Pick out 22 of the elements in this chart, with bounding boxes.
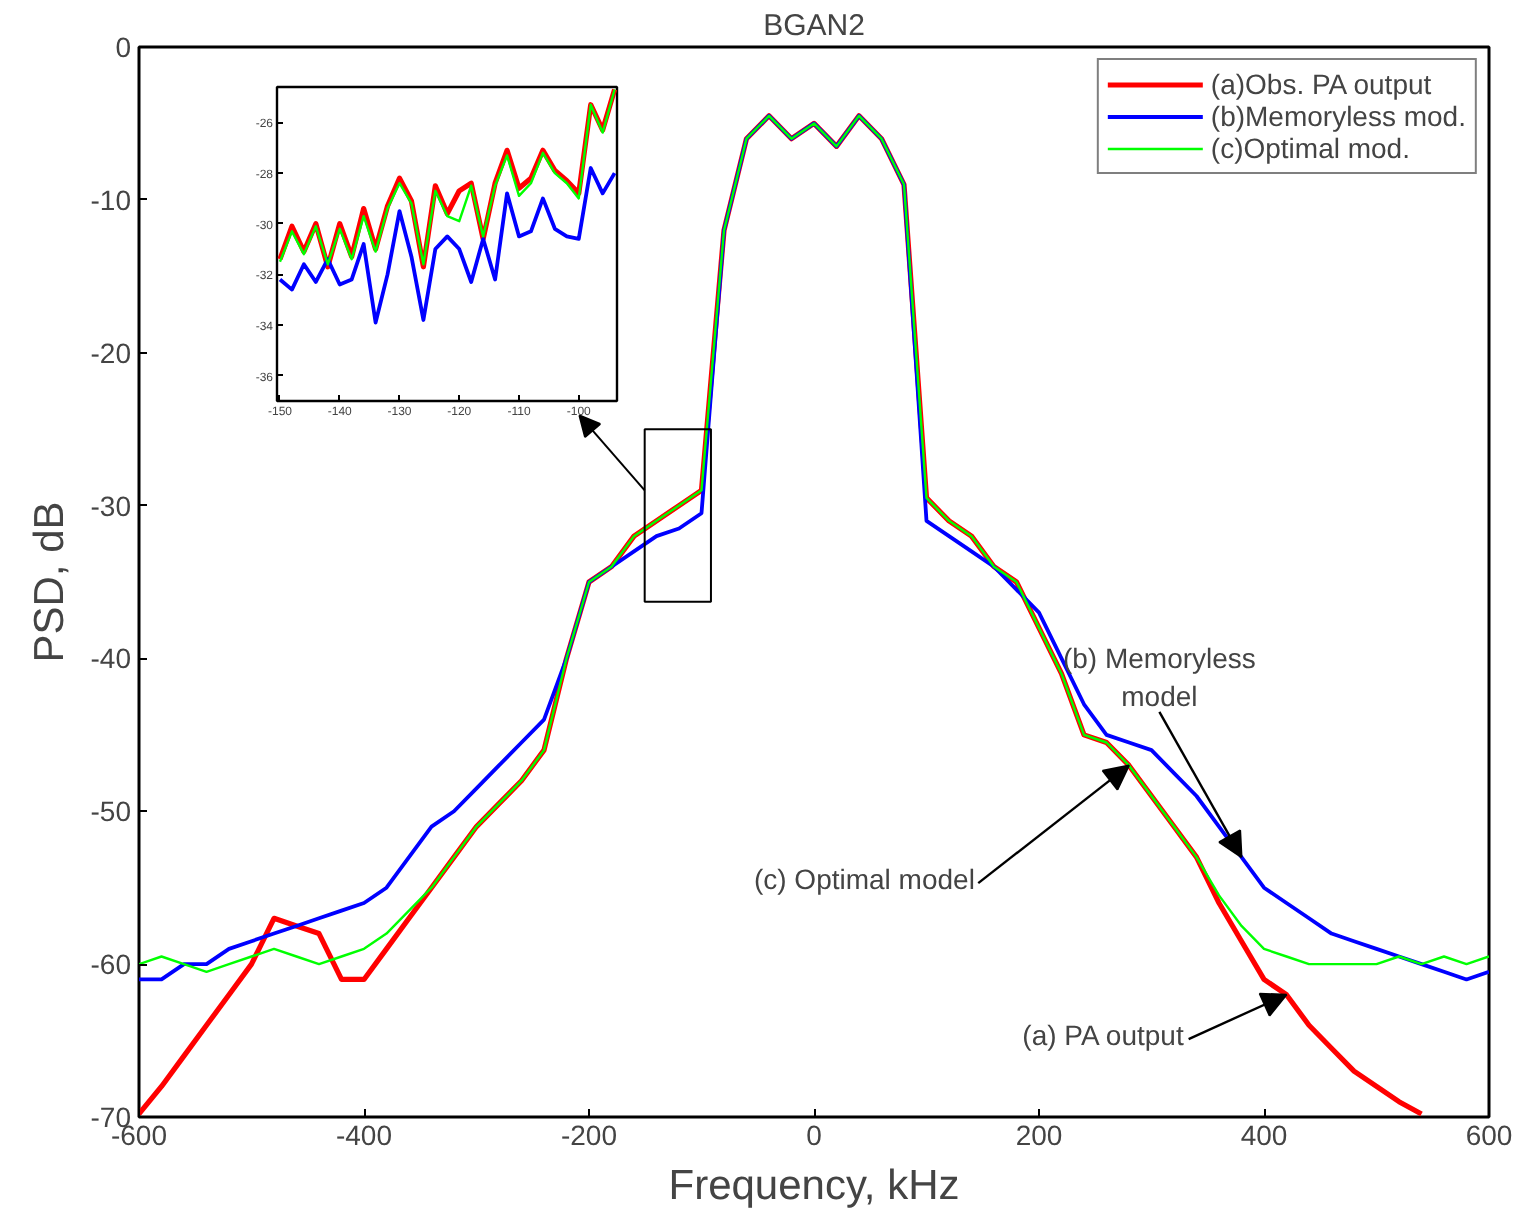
x-tick-label: 200	[1015, 1119, 1063, 1151]
legend-label: (c)Optimal mod.	[1210, 132, 1410, 164]
legend-label: (a)Obs. PA output	[1210, 68, 1432, 100]
x-tick-label: 400	[1240, 1119, 1288, 1151]
y-tick-label: -40	[90, 642, 132, 675]
x-tick-label: 600	[1465, 1119, 1513, 1151]
annotation: (b) Memoryless model	[1062, 641, 1256, 712]
x-axis-title: Frequency, kHz	[668, 1163, 960, 1209]
y-tick-label: -50	[90, 795, 132, 828]
y-axis-title: PSD, dB	[26, 501, 73, 663]
annotation: (c) Optimal model	[753, 863, 975, 896]
x-tick-label: -200	[560, 1119, 618, 1151]
legend-label: (b)Memoryless mod.	[1210, 100, 1466, 132]
y-tick-label: -60	[90, 948, 132, 981]
chart-title: BGAN2	[763, 9, 865, 43]
y-tick-label: -10	[90, 183, 132, 216]
x-tick-label: -400	[335, 1119, 393, 1151]
y-tick-label: -20	[90, 336, 132, 369]
annotation: (a) PA output	[1022, 1019, 1184, 1052]
y-tick-label: -30	[90, 489, 132, 522]
x-tick-label: 0	[806, 1119, 823, 1151]
y-tick-label: 0	[115, 31, 132, 63]
